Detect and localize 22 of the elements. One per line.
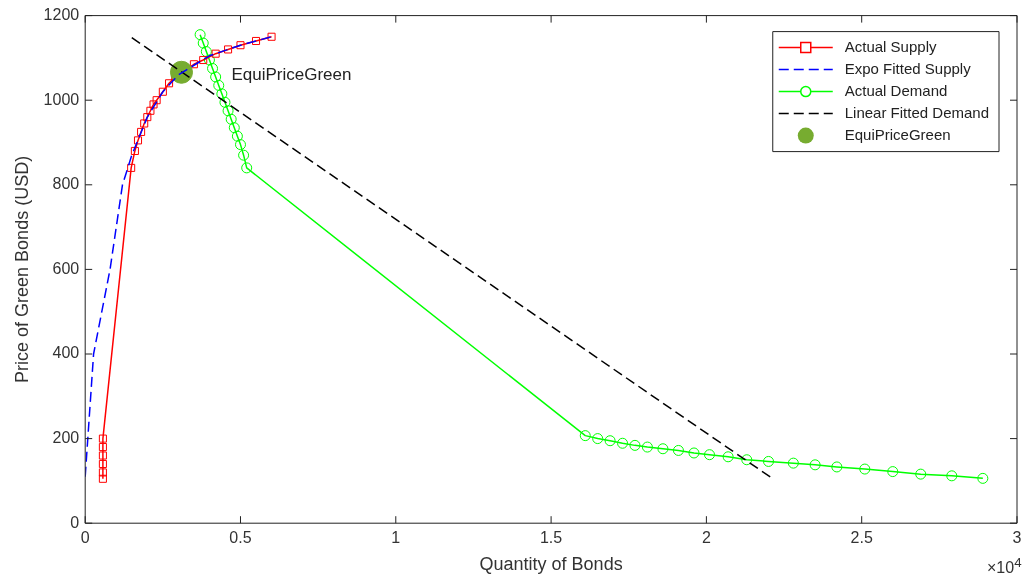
y-tick-label: 1200 (43, 6, 80, 24)
y-tick-label: 1000 (43, 90, 80, 108)
legend-label: Expo Fitted Supply (844, 59, 972, 77)
legend-label: Actual Supply (844, 37, 937, 55)
legend-label: Actual Demand (844, 81, 948, 99)
x-axis-title: Quantity of Bonds (479, 554, 623, 575)
x-tick-label: 1 (391, 529, 401, 547)
annotation: EquiPriceGreen (231, 64, 352, 84)
legend-label: Linear Fitted Demand (844, 103, 990, 121)
y-tick-label: 0 (70, 513, 80, 531)
y-tick-label: 200 (52, 429, 80, 447)
y-tick-label: 800 (52, 175, 80, 193)
y-axis-title: Price of Green Bonds (USD) (11, 155, 32, 383)
x-tick-label: 1.5 (539, 529, 563, 547)
x-tick-label: 2.5 (850, 529, 873, 547)
legend-label: EquiPriceGreen (844, 125, 951, 143)
y-tick-label: 600 (52, 259, 80, 277)
x-tick-label: 2 (701, 529, 711, 547)
y-tick-label: 400 (52, 344, 80, 362)
x-tick-label: 0.5 (229, 529, 252, 547)
x-tick-label: 3 (1012, 529, 1022, 547)
text: ×10$^{4}$ (987, 555, 1022, 578)
